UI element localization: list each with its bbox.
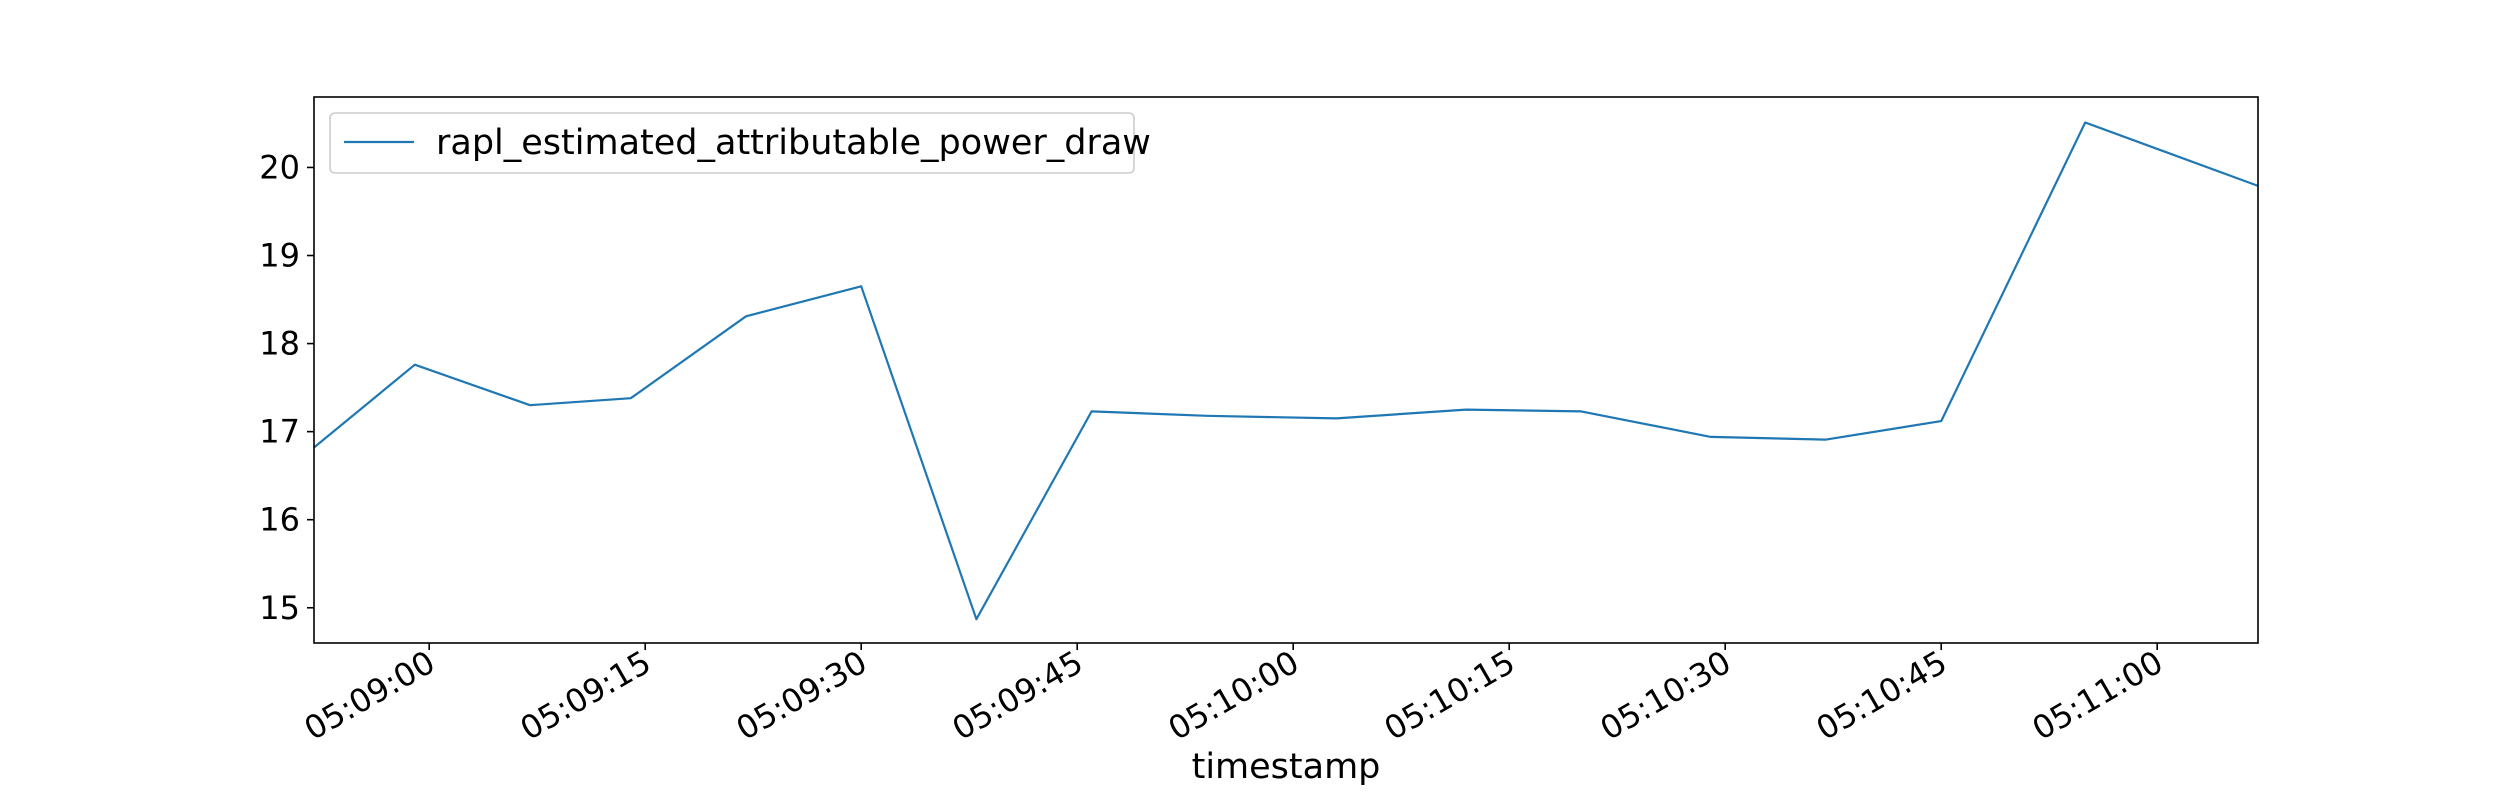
y-tick-label: 16 xyxy=(259,501,300,539)
y-tick-label: 18 xyxy=(259,325,300,363)
x-tick-label: 05:09:45 xyxy=(946,643,1089,748)
y-tick-label: 20 xyxy=(259,148,300,186)
legend-label: rapl_estimated_attributable_power_draw xyxy=(436,123,1151,163)
x-axis-ticks: 05:09:00 05:09:15 05:09:30 05:09:45 05:10:00… xyxy=(298,643,2169,748)
x-axis-title: timestamp xyxy=(1192,747,1381,787)
y-tick-label: 19 xyxy=(259,237,300,275)
x-tick-label: 05:11:00 xyxy=(2026,643,2169,748)
plot-frame xyxy=(313,96,2259,644)
x-tick-label: 05:10:30 xyxy=(1594,643,1737,748)
y-tick-label: 17 xyxy=(259,413,300,451)
x-tick-label: 05:09:00 xyxy=(298,643,441,748)
legend: rapl_estimated_attributable_power_draw xyxy=(329,112,1151,174)
x-tick-label: 05:10:15 xyxy=(1378,643,1521,748)
y-tick-label: 15 xyxy=(259,589,300,627)
series-line xyxy=(313,121,2259,621)
x-tick-label: 05:09:15 xyxy=(514,643,657,748)
y-axis-ticks: 15 16 17 18 19 20 xyxy=(259,148,314,627)
x-tick-label: 05:10:45 xyxy=(1810,643,1953,748)
x-tick-label: 05:09:30 xyxy=(730,643,873,748)
x-tick-label: 05:10:00 xyxy=(1162,643,1305,748)
legend-box xyxy=(329,112,1135,174)
